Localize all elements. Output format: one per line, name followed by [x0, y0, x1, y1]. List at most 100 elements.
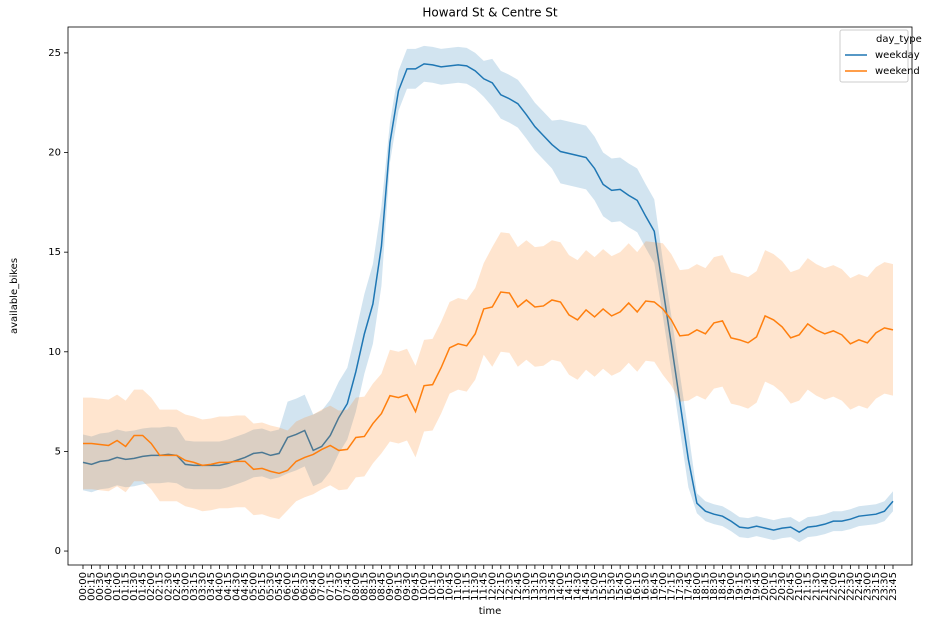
x-tick-label: 00:00 — [78, 572, 89, 601]
x-tick-label: 13:15 — [530, 572, 541, 601]
x-tick-label: 07:30 — [334, 572, 345, 601]
x-tick-label: 09:00 — [385, 572, 396, 601]
x-tick-label: 21:30 — [811, 572, 822, 601]
x-tick-label: 12:15 — [496, 572, 507, 601]
x-axis-label: time — [479, 606, 502, 617]
x-tick-label: 10:45 — [445, 572, 456, 601]
x-tick-label: 04:15 — [223, 572, 234, 601]
x-tick-label: 12:45 — [513, 572, 524, 601]
x-tick-label: 12:00 — [487, 572, 498, 601]
x-tick-label: 03:00 — [180, 572, 191, 601]
confidence-band — [83, 45, 893, 543]
x-tick-label: 10:00 — [419, 572, 430, 601]
x-tick-label: 19:45 — [752, 572, 763, 601]
x-tick-label: 17:15 — [666, 572, 677, 601]
x-tick-label: 10:15 — [428, 572, 439, 601]
x-tick-label: 01:45 — [138, 572, 149, 601]
y-tick-label: 5 — [55, 446, 61, 457]
legend-box — [839, 29, 909, 83]
x-tick-label: 20:15 — [769, 572, 780, 601]
x-tick-label: 11:15 — [462, 572, 473, 601]
x-tick-label: 12:30 — [504, 572, 515, 601]
x-tick-label: 23:15 — [871, 572, 882, 601]
x-tick-label: 22:00 — [828, 572, 839, 601]
y-tick-label: 25 — [48, 48, 61, 59]
x-tick-label: 08:00 — [351, 572, 362, 601]
x-tick-label: 21:15 — [803, 572, 814, 601]
x-tick-label: 11:30 — [470, 572, 481, 601]
x-tick-label: 03:45 — [206, 572, 217, 601]
x-tick-label: 17:00 — [658, 572, 669, 601]
x-tick-label: 05:45 — [274, 572, 285, 601]
y-tick-label: 15 — [48, 247, 61, 258]
x-tick-label: 10:30 — [436, 572, 447, 601]
x-tick-label: 05:30 — [266, 572, 277, 601]
x-tick-label: 06:30 — [300, 572, 311, 601]
x-tick-label: 22:15 — [837, 572, 848, 601]
x-tick-label: 15:45 — [615, 572, 626, 601]
x-tick-label: 14:00 — [555, 572, 566, 601]
x-tick-label: 02:00 — [146, 572, 157, 601]
x-tick-label: 15:30 — [607, 572, 618, 601]
x-tick-label: 14:45 — [581, 572, 592, 601]
x-tick-label: 06:15 — [291, 572, 302, 601]
x-tick-label: 21:45 — [820, 572, 831, 601]
x-tick-label: 01:15 — [121, 572, 132, 601]
x-tick-label: 13:30 — [538, 572, 549, 601]
x-tick-label: 03:30 — [197, 572, 208, 601]
legend-title: day_type — [876, 34, 922, 45]
x-tick-label: 01:30 — [129, 572, 140, 601]
x-tick-label: 06:00 — [283, 572, 294, 601]
x-tick-label: 04:30 — [231, 572, 242, 601]
x-tick-label: 20:30 — [777, 572, 788, 601]
x-tick-label: 16:30 — [641, 572, 652, 601]
x-tick-label: 20:45 — [786, 572, 797, 601]
y-tick-label: 10 — [48, 347, 61, 358]
legend-label: weekday — [875, 50, 920, 61]
x-tick-label: 19:15 — [735, 572, 746, 601]
x-tick-label: 00:30 — [95, 572, 106, 601]
x-tick-label: 13:00 — [521, 572, 532, 601]
x-tick-label: 05:15 — [257, 572, 268, 601]
x-tick-label: 09:15 — [393, 572, 404, 601]
x-tick-label: 16:45 — [649, 572, 660, 601]
confidence-band — [83, 232, 893, 520]
x-tick-label: 18:15 — [700, 572, 711, 601]
x-tick-label: 01:00 — [112, 572, 123, 601]
x-tick-label: 08:45 — [376, 572, 387, 601]
y-tick-label: 0 — [55, 546, 61, 557]
x-tick-label: 03:15 — [189, 572, 200, 601]
x-tick-label: 04:45 — [240, 572, 251, 601]
x-tick-label: 23:30 — [879, 572, 890, 601]
x-tick-label: 15:15 — [598, 572, 609, 601]
x-tick-label: 11:45 — [479, 572, 490, 601]
x-tick-label: 22:30 — [845, 572, 856, 601]
x-tick-label: 18:00 — [692, 572, 703, 601]
x-tick-label: 18:30 — [709, 572, 720, 601]
x-tick-label: 14:15 — [564, 572, 575, 601]
x-tick-label: 00:15 — [87, 572, 98, 601]
x-tick-label: 11:00 — [453, 572, 464, 601]
x-tick-label: 18:45 — [717, 572, 728, 601]
x-tick-label: 17:30 — [675, 572, 686, 601]
x-tick-label: 08:30 — [368, 572, 379, 601]
x-tick-label: 07:45 — [342, 572, 353, 601]
x-tick-label: 09:30 — [402, 572, 413, 601]
x-tick-label: 07:15 — [325, 572, 336, 601]
x-tick-label: 02:15 — [155, 572, 166, 601]
x-tick-label: 19:00 — [726, 572, 737, 601]
x-tick-label: 23:00 — [862, 572, 873, 601]
x-tick-label: 08:15 — [359, 572, 370, 601]
x-tick-label: 16:15 — [632, 572, 643, 601]
x-tick-label: 21:00 — [794, 572, 805, 601]
legend-label: weekend — [875, 66, 920, 77]
x-tick-label: 05:00 — [249, 572, 260, 601]
x-tick-label: 07:00 — [317, 572, 328, 601]
y-axis-label: available_bikes — [9, 258, 20, 334]
x-tick-label: 19:30 — [743, 572, 754, 601]
x-tick-label: 04:00 — [214, 572, 225, 601]
x-tick-label: 02:30 — [163, 572, 174, 601]
x-tick-label: 13:45 — [547, 572, 558, 601]
